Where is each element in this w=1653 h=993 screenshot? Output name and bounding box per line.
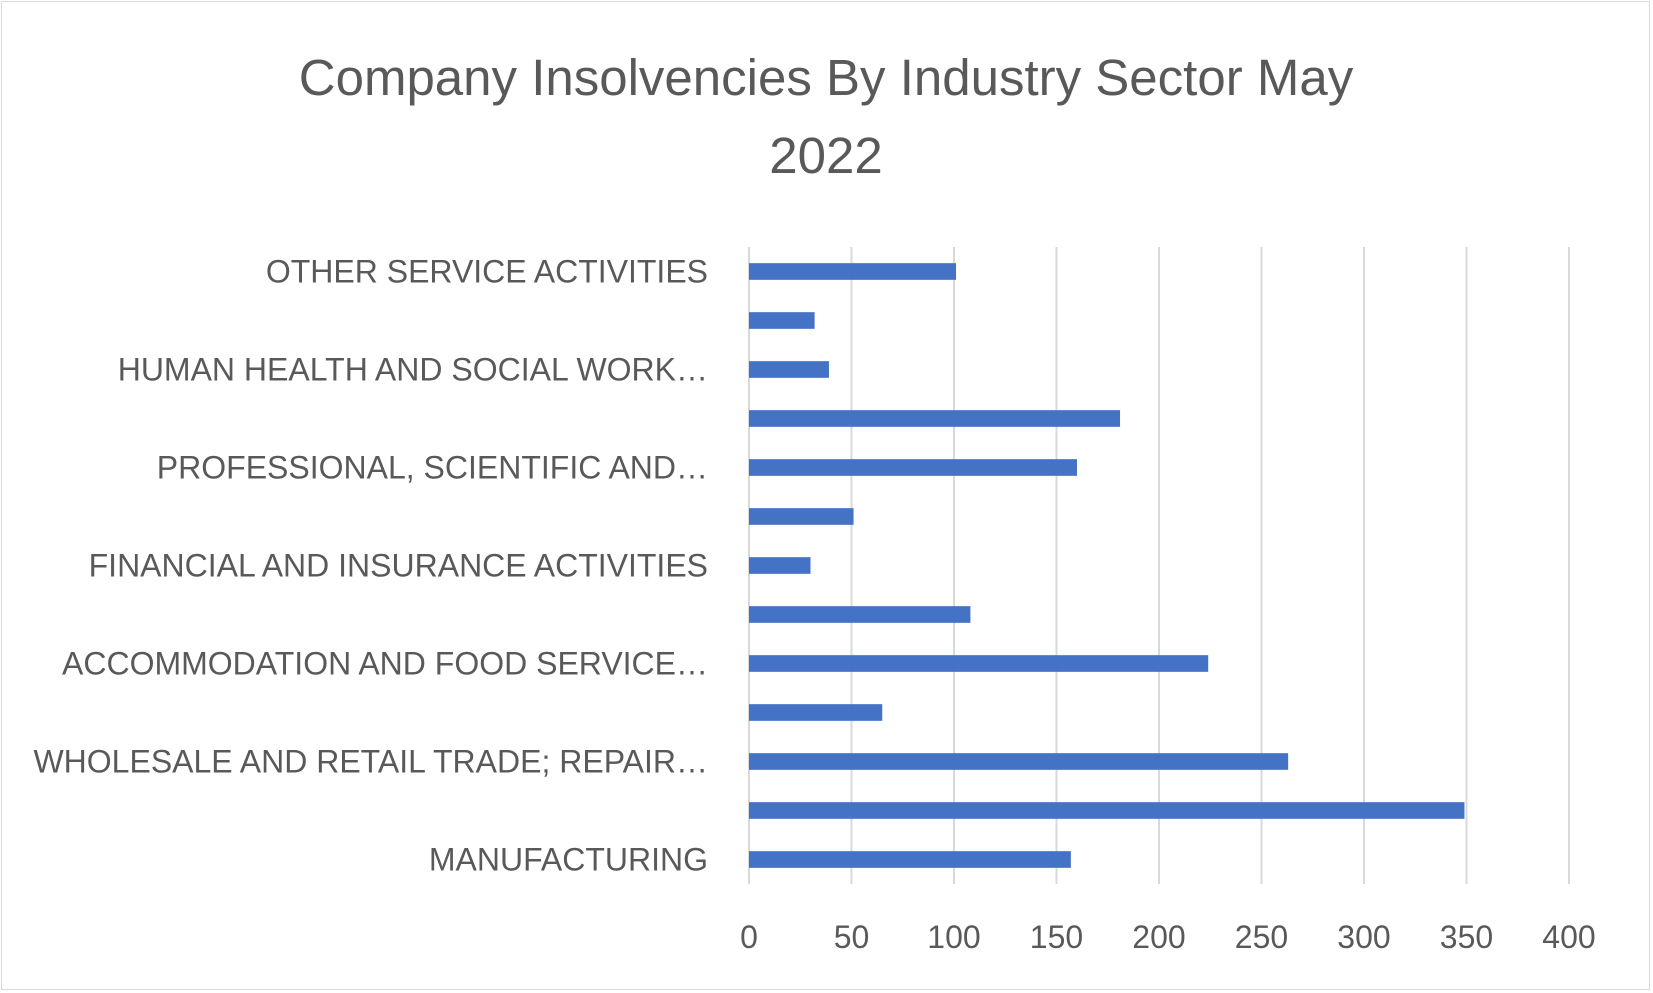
bar — [749, 851, 1071, 868]
chart-title-line-1: Company Insolvencies By Industry Sector … — [299, 49, 1354, 106]
x-tick-label: 150 — [1030, 919, 1083, 955]
x-tick-label: 100 — [927, 919, 980, 955]
bar — [749, 508, 854, 525]
bar — [749, 312, 815, 329]
bar — [749, 655, 1209, 672]
bars — [749, 263, 1465, 868]
category-label: MANUFACTURING — [429, 842, 708, 878]
x-tick-labels: 0 50 100 150 200 250 300 350 400 — [740, 919, 1596, 955]
bar — [749, 606, 971, 623]
bar — [749, 263, 957, 280]
gridlines — [748, 247, 1570, 884]
bar — [749, 802, 1465, 819]
category-label: PROFESSIONAL, SCIENTIFIC AND… — [157, 450, 708, 486]
category-label: FINANCIAL AND INSURANCE ACTIVITIES — [89, 548, 708, 584]
category-label: OTHER SERVICE ACTIVITIES — [266, 254, 708, 290]
category-label: ACCOMMODATION AND FOOD SERVICE… — [62, 646, 708, 682]
x-tick-label: 50 — [834, 919, 870, 955]
x-tick-label: 350 — [1440, 919, 1493, 955]
bar — [749, 410, 1121, 427]
x-tick-label: 300 — [1337, 919, 1390, 955]
bar — [749, 459, 1077, 476]
x-tick-label: 250 — [1235, 919, 1288, 955]
x-tick-label: 200 — [1132, 919, 1185, 955]
category-labels: MANUFACTURING WHOLESALE AND RETAIL TRADE;… — [33, 254, 708, 878]
bar — [749, 361, 829, 378]
bar — [749, 753, 1289, 770]
category-label: WHOLESALE AND RETAIL TRADE; REPAIR… — [33, 744, 708, 780]
bar — [749, 557, 811, 574]
x-tick-label: 400 — [1542, 919, 1595, 955]
x-tick-label: 0 — [740, 919, 758, 955]
chart-title-line-2: 2022 — [769, 127, 882, 184]
bar — [749, 704, 883, 721]
category-label: HUMAN HEALTH AND SOCIAL WORK… — [118, 352, 708, 388]
